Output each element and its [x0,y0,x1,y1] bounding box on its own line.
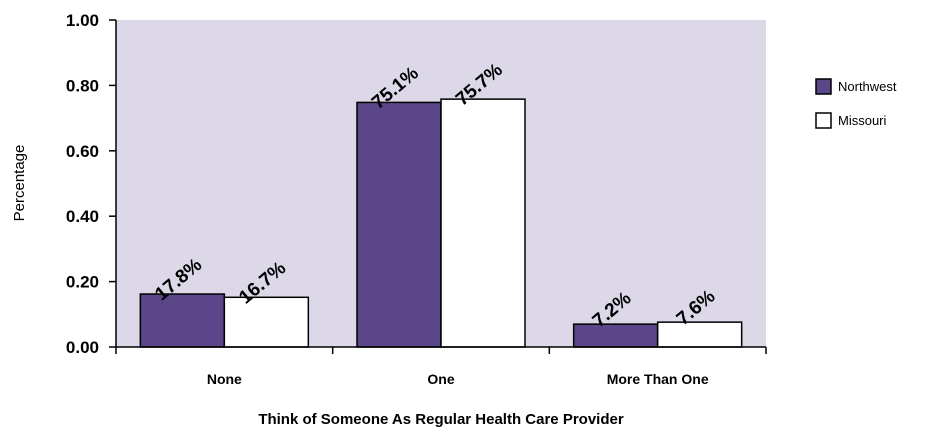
legend: Northwest Missouri [816,79,897,128]
y-tick-label: 1.00 [66,11,99,30]
legend-label-northwest: Northwest [838,79,897,94]
legend-swatch-missouri [816,113,831,128]
y-axis-title: Percentage [11,145,28,222]
bar-northwest-1 [140,294,224,347]
x-tick-label: More Than One [607,371,709,387]
y-tick-label: 0.40 [66,207,99,226]
x-tick-label: None [207,371,242,387]
legend-swatch-northwest [816,79,831,94]
y-tick-label: 0.80 [66,76,99,95]
x-tick-label: One [427,371,454,387]
y-tick-label: 0.00 [66,338,99,357]
bar-missouri-3 [658,322,742,347]
y-tick-label: 0.60 [66,142,99,161]
bar-northwest-3 [574,324,658,347]
y-tick-label: 0.20 [66,273,99,292]
bar-missouri-2 [441,99,525,347]
bar-missouri-1 [224,297,308,347]
legend-label-missouri: Missouri [838,113,887,128]
bar-northwest-2 [357,102,441,347]
x-axis-title: Think of Someone As Regular Health Care … [258,411,624,428]
